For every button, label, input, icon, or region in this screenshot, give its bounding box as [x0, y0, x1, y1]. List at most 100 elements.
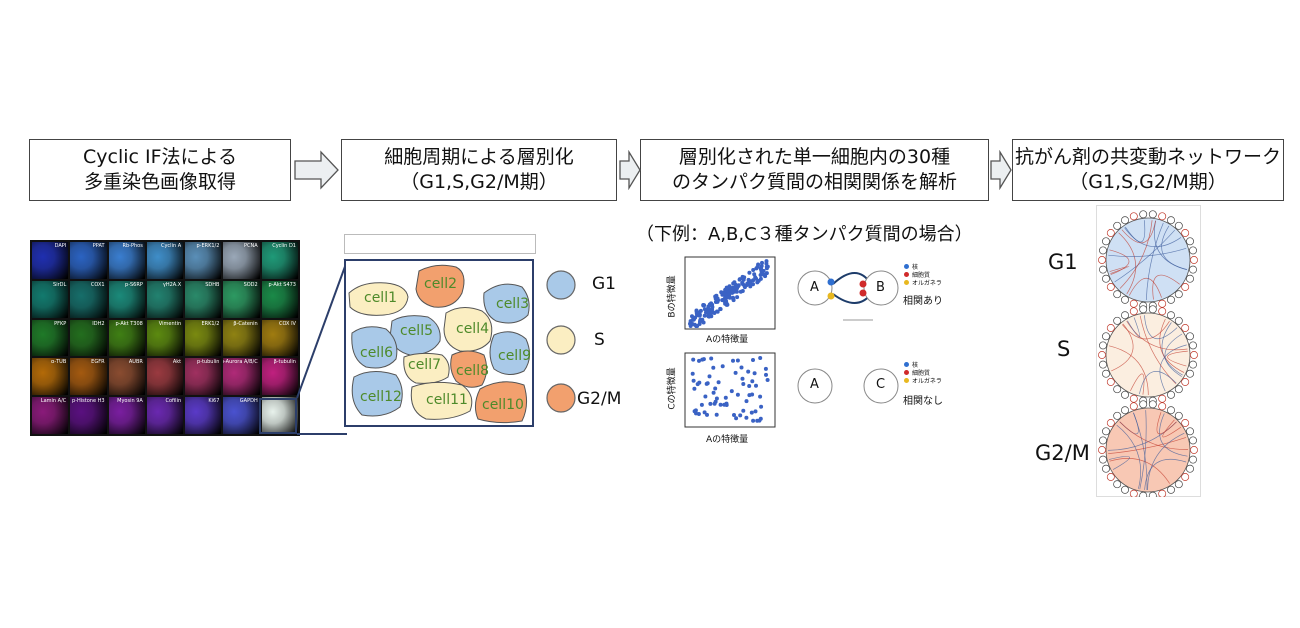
- scatter-ac-xlabel: Aの特徴量: [706, 435, 749, 445]
- scatter-point: [697, 358, 701, 363]
- mosaic-tile-label: COX IV: [278, 320, 296, 327]
- network-node: [1121, 390, 1129, 399]
- network-node: [1174, 480, 1183, 489]
- zoom-lines: [296, 260, 348, 435]
- cell-shape-7: [403, 352, 450, 384]
- node-c: [863, 368, 899, 404]
- network-node: [1102, 427, 1110, 436]
- network-edge: [1119, 421, 1189, 450]
- scatter-point: [703, 394, 708, 399]
- node-legend-item: 細胞質: [904, 368, 942, 377]
- scatter-point: [692, 322, 697, 327]
- step-2-line-1: 細胞周期による層別化: [384, 146, 574, 168]
- node-legend-item: 細胞質: [904, 270, 942, 279]
- cell-shape-3: [483, 283, 530, 324]
- mosaic-tile: PFKP: [32, 319, 69, 357]
- network-node: [1174, 221, 1183, 230]
- scatter-point: [701, 303, 706, 307]
- node-c-label: C: [876, 377, 886, 392]
- scatter-point: [751, 358, 755, 362]
- network-node: [1129, 212, 1138, 221]
- network-node: [1189, 265, 1197, 274]
- network-node: [1106, 229, 1115, 237]
- network-node: [1186, 369, 1194, 378]
- mosaic-tile: Vimentin: [146, 319, 184, 357]
- cell-label: cell12: [360, 389, 402, 405]
- mosaic-tile-label: p-Akt S473: [268, 281, 296, 288]
- scatter-point: [707, 302, 712, 307]
- phase-legend-g1: G1: [592, 274, 616, 294]
- scatter-point: [753, 409, 758, 414]
- network-node: [1121, 295, 1129, 304]
- network-edge: [1111, 323, 1134, 372]
- scatter-point: [690, 371, 695, 376]
- network-node: [1181, 473, 1190, 481]
- scatter-ac-points: [690, 356, 770, 423]
- scatter-point: [755, 280, 760, 285]
- mosaic-tile-label: EGFR: [91, 359, 105, 366]
- example-title: （下例：A,B,C３種タンパク質間の場合）: [636, 224, 973, 245]
- mosaic-tile: p-Histone H3: [70, 397, 107, 434]
- network-node: [1167, 390, 1175, 399]
- phase-swatch-g2m: [546, 383, 576, 413]
- network-node: [1186, 274, 1194, 283]
- mosaic-tile-label: DAPI: [54, 243, 67, 249]
- network-label-s: S: [1057, 337, 1071, 361]
- cell-panel-caption-bar: [344, 234, 536, 254]
- network-circle: [1098, 400, 1198, 497]
- scatter-point: [732, 413, 736, 417]
- scatter-point: [697, 322, 702, 326]
- scatter-point: [751, 282, 755, 287]
- network-node: [1158, 299, 1167, 308]
- scatter-point: [746, 277, 751, 282]
- network-node: [1139, 210, 1148, 219]
- scatter-point: [764, 266, 769, 271]
- scatter-point: [730, 285, 735, 290]
- network-node: [1167, 406, 1175, 415]
- network-node: [1121, 485, 1129, 494]
- scatter-point: [695, 382, 700, 387]
- network-node: [1167, 216, 1175, 225]
- scatter-point: [758, 273, 763, 277]
- mosaic-tile-label: Cyclin A: [160, 243, 182, 249]
- mosaic-tile: β-Catenin: [223, 319, 260, 357]
- mosaic-tile: γH2A.X: [146, 280, 184, 318]
- cell-label: cell7: [408, 357, 441, 373]
- scatter-point: [764, 271, 769, 276]
- scatter-point: [729, 389, 734, 394]
- network-node: [1189, 360, 1197, 369]
- network-edge: [1109, 345, 1149, 396]
- mosaic-tile-label: PFKP: [54, 320, 67, 327]
- mosaic-tile-label: p-Aurora A/B/C: [223, 359, 258, 366]
- cell-shape-12: [351, 371, 403, 417]
- network-node: [1129, 394, 1138, 403]
- network-node: [1148, 491, 1157, 497]
- network-node: [1167, 311, 1175, 320]
- step-box-1: Cyclic IF法による 多重染色画像取得: [29, 139, 291, 201]
- network-edge: [1161, 225, 1187, 270]
- cell-label: cell10: [482, 397, 524, 413]
- segmented-cell-panel: [344, 259, 534, 427]
- scatter-point: [741, 382, 746, 386]
- scatter-point: [695, 313, 700, 318]
- step-box-4: 抗がん剤の共変動ネットワーク （G1,S,G2/M期）: [1012, 139, 1284, 201]
- cell-shape-2: [415, 264, 465, 308]
- mosaic-tile-label: p-Akt T308: [115, 320, 143, 327]
- scatter-point: [746, 369, 751, 374]
- network-node: [1102, 369, 1110, 378]
- network-node: [1186, 237, 1194, 246]
- network-node: [1098, 351, 1106, 359]
- mosaic-tile: ERK1/2: [185, 319, 222, 357]
- mosaic-tile-label: SirDL: [53, 281, 67, 288]
- network-edge: [1114, 229, 1175, 283]
- scatter-point: [747, 384, 752, 388]
- scatter-point: [759, 265, 764, 270]
- network-node: [1181, 324, 1190, 332]
- scatter-point: [764, 372, 768, 377]
- node-legend-dot: [904, 377, 909, 383]
- scatter-point: [702, 307, 707, 312]
- mosaic-tile: Rb-Phos: [108, 242, 145, 279]
- network-edge: [1159, 413, 1188, 457]
- network-node: [1174, 411, 1183, 420]
- step-3-line-1: 層別化された単一細胞内の30種: [678, 146, 951, 168]
